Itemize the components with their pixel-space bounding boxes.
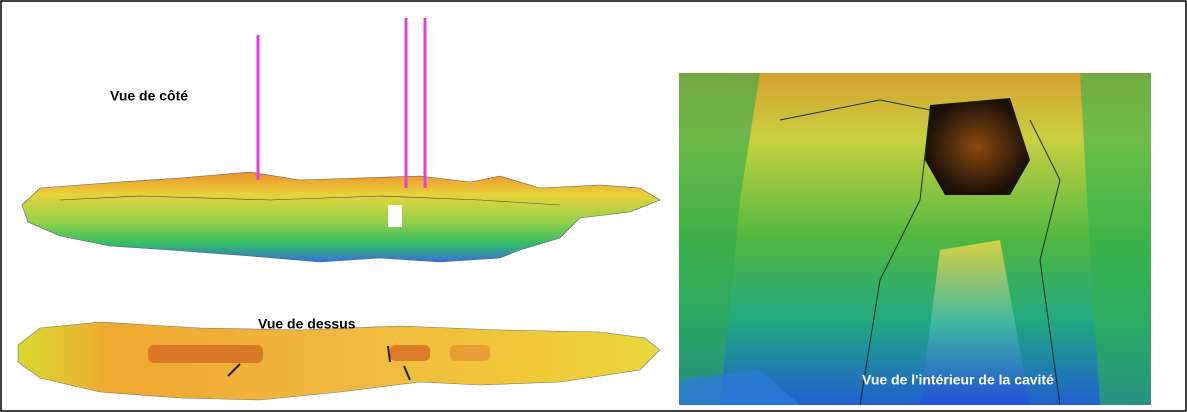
top-view-label: Vue de dessus — [258, 316, 356, 332]
interior-view — [679, 73, 1151, 406]
top-view — [17, 321, 661, 401]
side-view — [21, 18, 661, 263]
interior-view-label: Vue de l'intérieur de la cavité — [862, 372, 1054, 388]
side-view-label: Vue de côté — [110, 88, 188, 104]
